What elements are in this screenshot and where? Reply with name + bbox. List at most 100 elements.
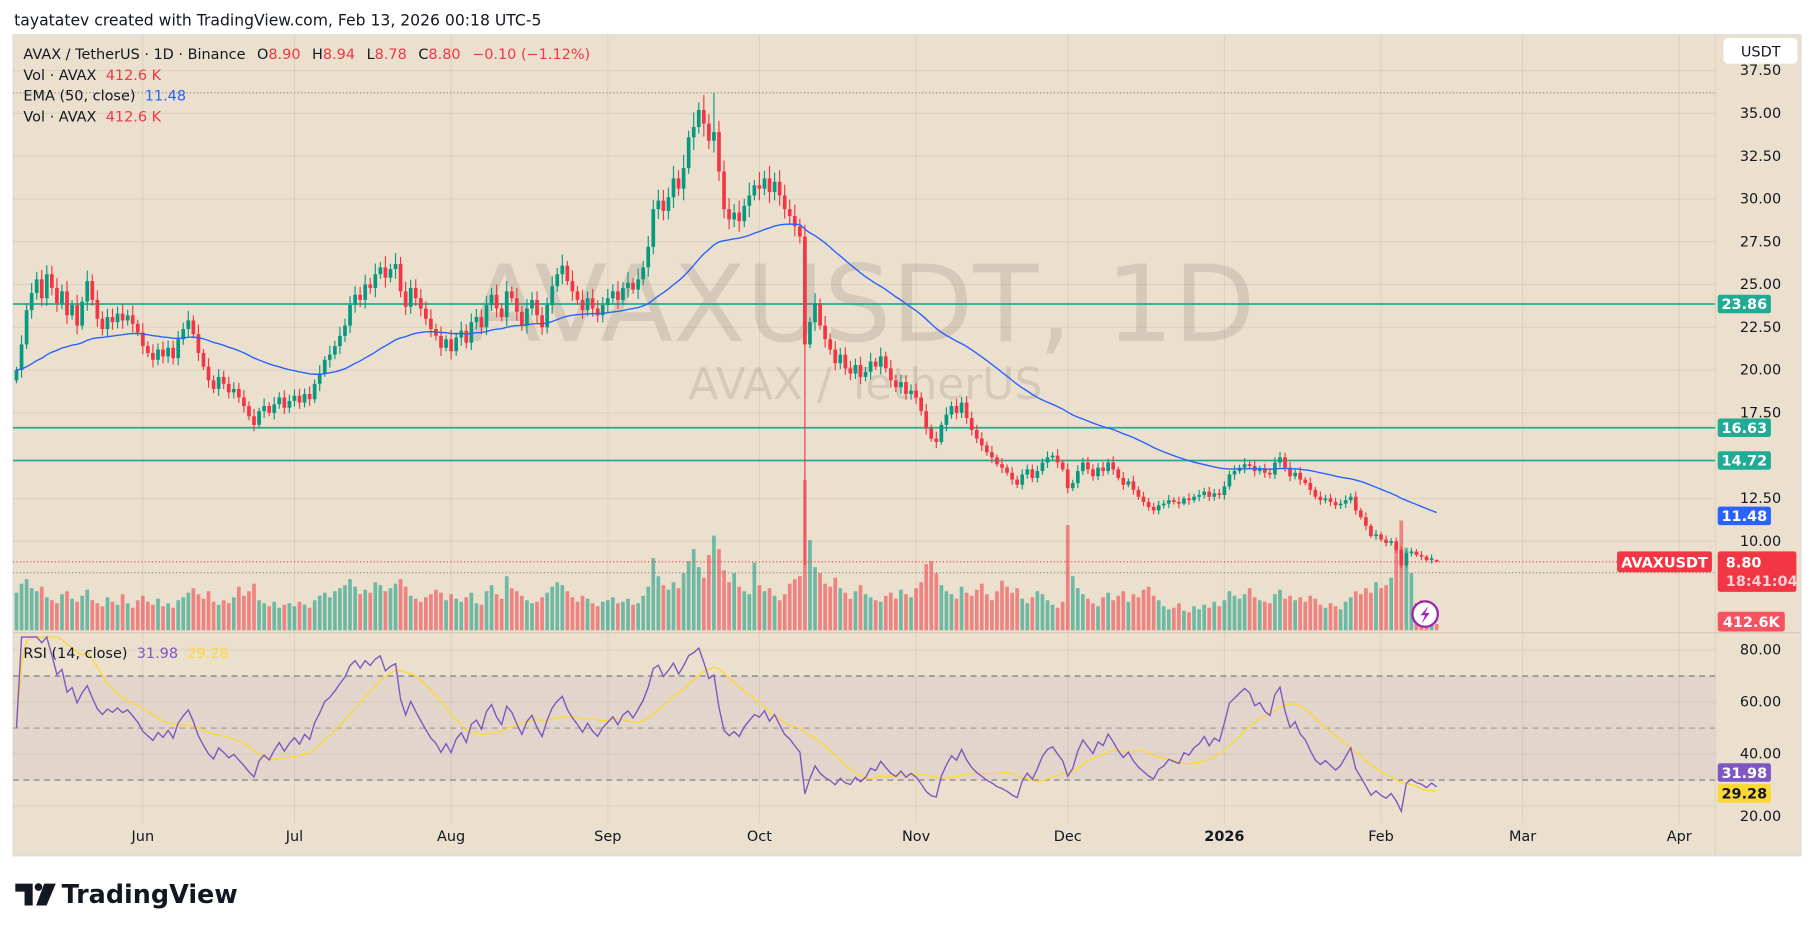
- legend-row-rsi[interactable]: RSI (14, close) 31.98 29.28: [23, 646, 228, 662]
- volume-bar: [777, 600, 782, 631]
- horizontal-line-tag: [1717, 418, 1771, 438]
- volume-bar: [1065, 525, 1070, 631]
- currency-button[interactable]: USDT: [1723, 38, 1798, 64]
- volume-bar: [636, 603, 640, 631]
- volume-bar: [469, 592, 474, 631]
- volume-bar: [732, 573, 736, 631]
- volume-bar: [484, 591, 489, 631]
- candle-body: [1399, 549, 1404, 566]
- candle-body: [797, 226, 802, 237]
- high-value: 8.94: [323, 47, 355, 63]
- candle-body: [1217, 493, 1222, 496]
- candle-body: [464, 330, 469, 343]
- volume-bar: [1313, 598, 1318, 631]
- candle-body: [353, 294, 357, 306]
- volume-bar: [1394, 543, 1399, 631]
- candle-body: [181, 329, 186, 340]
- candle-body: [85, 281, 90, 302]
- time-axis[interactable]: Jun Jul Aug Sep Oct Nov Dec 2026 Feb Mar Apr: [131, 829, 1692, 845]
- candle-body: [883, 356, 888, 369]
- rsi-axis[interactable]: 80.00 60.00 40.00 20.00: [1740, 643, 1781, 826]
- candle-body: [1262, 469, 1267, 473]
- volume-bar: [312, 600, 317, 631]
- volume-bar: [459, 601, 464, 631]
- candle-body: [418, 298, 423, 309]
- ema-value: 11.48: [145, 89, 186, 105]
- volume-bar: [75, 601, 79, 631]
- price-axis[interactable]: 37.50 35.00 32.50 30.00 27.50 25.00 22.50 20.00…: [1740, 63, 1781, 550]
- candle-body: [904, 382, 908, 395]
- candle-body: [944, 414, 949, 425]
- volume-bar: [130, 607, 135, 631]
- candle-body: [1005, 467, 1009, 473]
- volume-tag: [1717, 611, 1785, 632]
- volume-bar: [358, 594, 363, 631]
- last-price-tag: [1717, 551, 1797, 592]
- volume-label: Vol · AVAX: [23, 68, 96, 84]
- volume-bar: [540, 597, 544, 631]
- candle-body: [196, 334, 201, 353]
- candle-body: [358, 294, 363, 300]
- candle-body: [818, 303, 822, 326]
- candle-body: [231, 388, 236, 393]
- candle-body: [130, 315, 135, 324]
- lightning-icon[interactable]: [1411, 600, 1439, 628]
- candle-body: [1227, 474, 1232, 487]
- volume-bar: [489, 585, 494, 631]
- volume-bar: [757, 585, 762, 631]
- volume-bar: [914, 588, 918, 631]
- volume-bar: [1353, 591, 1358, 631]
- volume-bar: [823, 583, 827, 631]
- volume-bar: [676, 588, 681, 631]
- price-tick-label: 22.50: [1740, 320, 1781, 336]
- volume-bar: [1303, 601, 1308, 631]
- horizontal-lines[interactable]: [13, 303, 1716, 462]
- legend-row-volume[interactable]: Vol · AVAX 412.6 K: [23, 68, 161, 84]
- candle-body: [363, 284, 368, 300]
- candle-body: [843, 354, 848, 369]
- volume-bar: [1242, 594, 1247, 631]
- candle-body: [343, 325, 347, 336]
- volume-bar: [1308, 595, 1313, 631]
- volume-bar: [1343, 601, 1348, 631]
- volume-bar: [434, 589, 438, 631]
- volume-bar: [156, 598, 160, 631]
- volume-bar: [327, 597, 332, 631]
- candle-body: [919, 397, 923, 412]
- volume-bar: [863, 594, 868, 631]
- time-tick-label: Mar: [1509, 829, 1536, 845]
- volume-bars: [14, 479, 1439, 631]
- volume-bar: [338, 588, 342, 631]
- candle-body: [1303, 479, 1308, 484]
- horizontal-line-tag-text: 14.72: [1721, 454, 1767, 470]
- volume-bar: [1000, 580, 1004, 631]
- volume-bar: [1010, 592, 1014, 631]
- candle-body: [312, 383, 317, 400]
- volume-bar: [722, 570, 726, 631]
- candle-body: [605, 298, 610, 306]
- volume-bar: [242, 595, 246, 631]
- legend-row-volume-2[interactable]: Vol · AVAX 412.6 K: [23, 109, 161, 125]
- candle-body: [974, 429, 979, 439]
- candle-body: [186, 320, 191, 330]
- volume-bar: [115, 604, 120, 631]
- volume-bar: [858, 585, 863, 631]
- candle-body: [878, 356, 883, 367]
- legend-row-ema[interactable]: EMA (50, close) 11.48: [23, 89, 186, 105]
- candle-body: [75, 305, 79, 326]
- candle-body: [1414, 551, 1419, 555]
- volume-bar: [727, 582, 731, 631]
- candle-body: [1015, 479, 1020, 485]
- candle-body: [888, 368, 893, 381]
- candle-body: [949, 406, 954, 415]
- volume-bar: [1131, 594, 1136, 631]
- volume-bar: [297, 601, 302, 631]
- candle-body: [1081, 462, 1085, 472]
- candle-body: [100, 318, 105, 330]
- legend-symbol[interactable]: AVAX / TetherUS · 1D · Binance: [23, 47, 245, 63]
- volume-bar: [808, 540, 812, 631]
- candle-body: [626, 282, 630, 288]
- volume-bar: [444, 600, 448, 631]
- volume-value-2: 412.6 K: [106, 109, 162, 125]
- volume-bar: [499, 598, 504, 631]
